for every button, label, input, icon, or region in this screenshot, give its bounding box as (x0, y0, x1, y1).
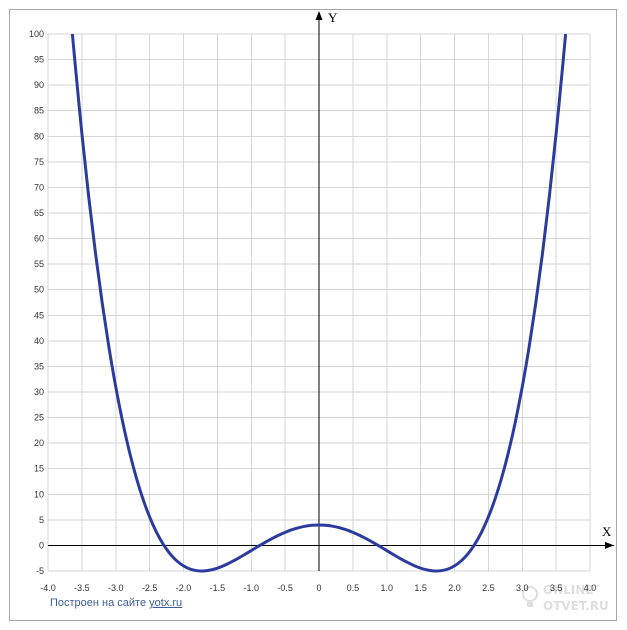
y-tick-label: 55 (34, 259, 44, 269)
y-tick-label: 0 (39, 540, 44, 550)
y-tick-label: 85 (34, 106, 44, 116)
x-tick-label: -2.5 (142, 583, 158, 593)
y-tick-label: -5 (36, 566, 44, 576)
x-tick-label: 0 (316, 583, 321, 593)
y-tick-label: 10 (34, 489, 44, 499)
x-tick-label: 3.5 (550, 583, 563, 593)
lightbulb-icon (522, 586, 538, 602)
y-tick-label: 40 (34, 336, 44, 346)
x-tick-label: -4.0 (40, 583, 56, 593)
x-tick-label: 2.5 (482, 583, 495, 593)
x-tick-label: -1.0 (243, 583, 259, 593)
x-tick-label: -0.5 (277, 583, 293, 593)
y-axis-label: Y (328, 10, 338, 25)
series-group (70, 33, 568, 573)
y-tick-label: 95 (34, 55, 44, 65)
yotx-link[interactable]: yotx.ru (149, 597, 183, 609)
y-tick-label: 35 (34, 361, 44, 371)
y-tick-label: 15 (34, 464, 44, 474)
y-tick-label: 65 (34, 208, 44, 218)
footer-credit: Построен на сайте yotx.ru (50, 597, 182, 609)
x-tick-label: 2.0 (448, 583, 461, 593)
x-tick-label: -2.0 (176, 583, 192, 593)
x-tick-label: -1.5 (210, 583, 226, 593)
y-tick-label: 45 (34, 310, 44, 320)
y-tick-label: 20 (34, 438, 44, 448)
y-tick-label: 75 (34, 157, 44, 167)
x-tick-label: 0.5 (347, 583, 360, 593)
watermark-line2: OTVET.RU (543, 599, 609, 613)
y-tick-label: 50 (34, 285, 44, 295)
x-axis-arrow-icon (605, 541, 614, 549)
axes: X Y (48, 10, 614, 571)
x-tick-label: -3.5 (74, 583, 90, 593)
x-tick-label: 4.0 (584, 583, 597, 593)
y-tick-label: 70 (34, 182, 44, 192)
y-tick-label: 30 (34, 387, 44, 397)
plot-frame (9, 9, 617, 621)
y-tick-label: 90 (34, 80, 44, 90)
lightbulb-base (527, 602, 533, 607)
y-tick-label: 5 (39, 515, 44, 525)
y-tick-label: 60 (34, 234, 44, 244)
footer-text: Построен на сайте (50, 597, 147, 609)
watermark: ONLINE OTVET.RU (522, 583, 609, 613)
x-tick-label: 1.0 (380, 583, 393, 593)
y-axis-arrow-icon (315, 11, 323, 20)
y-tick-label: 80 (34, 131, 44, 141)
y-tick-label: 25 (34, 413, 44, 423)
x-axis-label: X (602, 524, 612, 539)
watermark-line1: ONLINE (543, 583, 594, 597)
x-tick-label: 1.5 (414, 583, 427, 593)
tick-labels: -4.0 -3.5 -3.0 -2.5 -2.0 -1.5 -1.0 -0.5 0 0.5 1.0 1… (29, 29, 596, 593)
series-line (70, 33, 568, 573)
x-tick-label: 3.0 (516, 583, 529, 593)
y-tick-label: 100 (29, 29, 44, 39)
x-tick-label: -3.0 (108, 583, 124, 593)
